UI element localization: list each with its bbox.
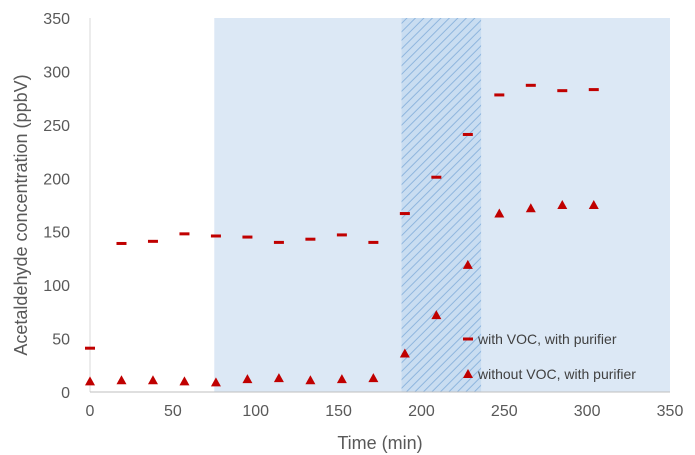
data-point [305, 237, 316, 241]
shaded-region-hatched [401, 18, 482, 392]
data-point [305, 375, 316, 385]
x-tick-label: 100 [242, 403, 269, 420]
legend: with VOC, with purifier without VOC, with… [463, 331, 636, 382]
data-point [368, 373, 379, 383]
y-tick-label: 300 [43, 64, 70, 81]
data-point [525, 203, 536, 213]
y-tick-label: 100 [43, 278, 70, 295]
data-point [588, 200, 599, 209]
data-point [399, 212, 410, 216]
x-tick-label: 350 [657, 403, 684, 420]
y-tick-label: 150 [43, 225, 70, 242]
legend-triangle-icon [463, 369, 473, 378]
data-point [210, 234, 221, 238]
data-point [431, 310, 442, 320]
data-marks [85, 83, 599, 387]
legend-label: with VOC, with purifier [477, 331, 617, 347]
data-point [462, 132, 473, 136]
data-point [273, 373, 284, 383]
data-point [242, 374, 253, 384]
data-point [85, 346, 95, 350]
data-point [557, 200, 568, 209]
data-point [210, 377, 221, 387]
x-tick-label: 50 [164, 403, 182, 420]
y-tick-label: 350 [43, 11, 70, 28]
data-point [431, 175, 442, 179]
legend-item: with VOC, with purifier [463, 331, 617, 347]
data-point [147, 375, 158, 385]
x-tick-label: 200 [408, 403, 435, 420]
data-point [462, 259, 473, 269]
data-point [525, 83, 536, 87]
data-point [273, 240, 284, 244]
data-point [336, 374, 347, 384]
data-point [336, 233, 347, 237]
data-point [147, 239, 158, 243]
y-tick-label: 0 [61, 385, 70, 402]
data-point [494, 93, 505, 97]
x-tick-label: 0 [86, 403, 95, 420]
y-tick-label: 250 [43, 118, 70, 135]
y-axis-label: Acetaldehyde concentration (ppbV) [11, 74, 31, 355]
data-point [179, 376, 190, 386]
x-tick-label: 150 [325, 403, 352, 420]
series-2 [85, 200, 599, 387]
data-point [368, 240, 379, 244]
y-tick-label: 200 [43, 171, 70, 188]
legend-label: without VOC, with purifier [477, 366, 636, 382]
y-tick-label: 50 [52, 332, 70, 349]
data-point [557, 89, 568, 93]
legend-item: without VOC, with purifier [463, 366, 636, 382]
data-point [494, 208, 505, 218]
data-point [242, 235, 253, 239]
series-1 [85, 83, 599, 350]
data-point [85, 376, 95, 386]
data-point [399, 348, 410, 358]
data-point [179, 232, 190, 236]
axes [89, 18, 670, 393]
data-point [116, 375, 127, 385]
x-axis-label: Time (min) [337, 433, 422, 453]
x-tick-label: 300 [574, 403, 601, 420]
data-point [116, 241, 127, 245]
data-point [588, 88, 599, 92]
legend-dash-icon [463, 337, 473, 341]
x-tick-label: 250 [491, 403, 518, 420]
tick-labels: 0 50 100 150 200 250 300 350 0 50 100 150 200 250 300 3… [43, 11, 683, 420]
